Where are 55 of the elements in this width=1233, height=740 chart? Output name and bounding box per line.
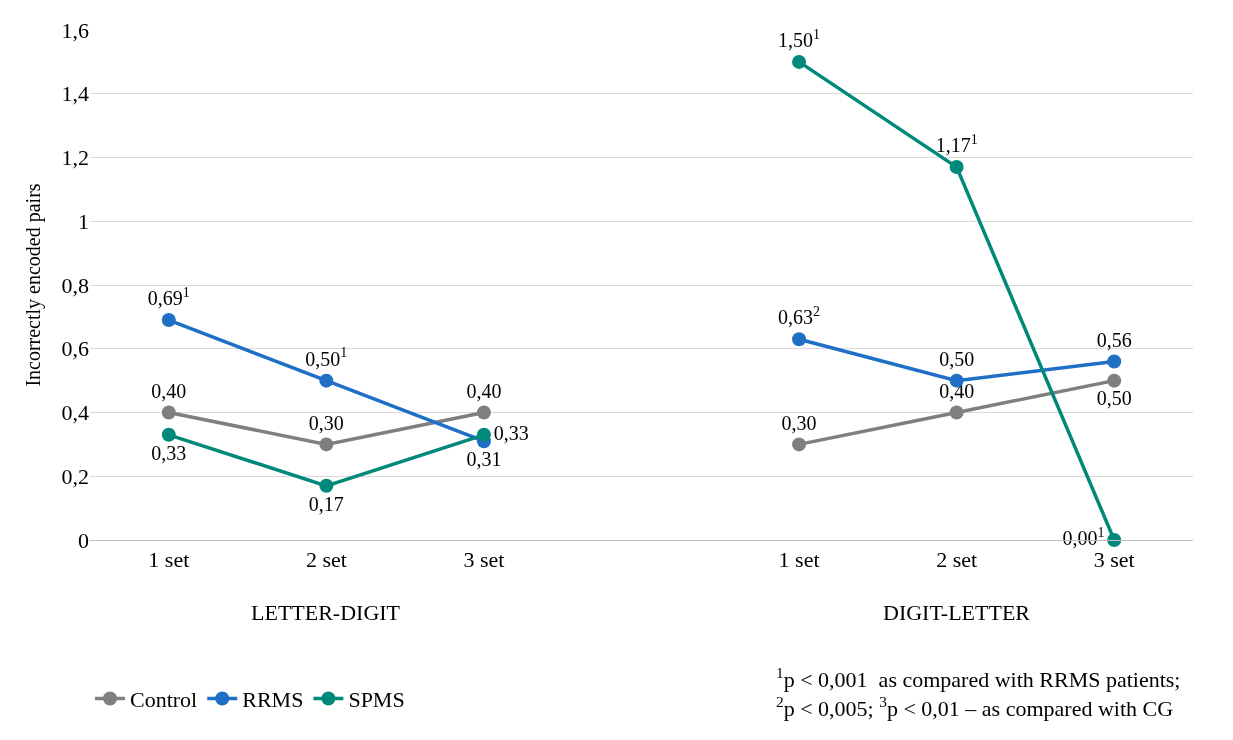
point bbox=[161, 313, 176, 328]
text: LETTER-DIGIT bbox=[251, 600, 401, 625]
y-tick-label: 0 bbox=[78, 527, 89, 553]
data-label: 1,50$^{1}$ bbox=[778, 26, 821, 52]
y-tick-label: 1 bbox=[78, 208, 89, 234]
data-label: 0,40 bbox=[466, 379, 502, 402]
y-axis-title: Incorrectly encoded pairs bbox=[22, 183, 45, 387]
point bbox=[792, 437, 807, 452]
x-tick-label: 3 set bbox=[463, 547, 505, 573]
point bbox=[476, 405, 491, 420]
point bbox=[949, 405, 964, 420]
x-tick-label: 1 set bbox=[778, 547, 820, 573]
point bbox=[792, 54, 807, 69]
y-tick-label: 0,6 bbox=[61, 336, 89, 362]
text: DIGIT-LETTER bbox=[883, 600, 1031, 625]
point bbox=[476, 427, 491, 442]
x-tick-label: 1 set bbox=[148, 547, 190, 573]
y-tick-label: 0,4 bbox=[61, 400, 89, 426]
data-label: 0,33 bbox=[151, 441, 187, 464]
data-label: 0,50 bbox=[1096, 387, 1132, 410]
y-tick-label: 1,4 bbox=[61, 81, 89, 107]
data-label: 0,30 bbox=[781, 411, 817, 434]
x-tick-label: 3 set bbox=[1093, 547, 1135, 573]
x-tick-label: 2 set bbox=[936, 547, 978, 573]
text: $^{1}$p < 0,001 as compared with RRMS patients; $^{2}$p < 0,005; $^{3}$p < 0,01 – as compared with CG bbox=[776, 664, 1181, 721]
point bbox=[161, 405, 176, 420]
point bbox=[1107, 533, 1122, 547]
legend-label: Control bbox=[130, 687, 198, 713]
point bbox=[319, 437, 334, 452]
data-label: 0,40 bbox=[151, 379, 187, 402]
y-tick-label: 1,6 bbox=[61, 17, 89, 43]
data-label: 0,31 bbox=[466, 447, 502, 470]
point bbox=[1107, 373, 1122, 388]
data-label: 0,17 bbox=[308, 492, 344, 515]
x-tick-label: 2 set bbox=[305, 547, 347, 573]
data-label: 0,40 bbox=[939, 379, 975, 402]
data-label: 0,63$^{2}$ bbox=[778, 304, 821, 329]
data-label: 0,50 bbox=[939, 347, 975, 370]
point bbox=[319, 373, 334, 388]
point bbox=[161, 427, 176, 442]
y-tick-label: 0,2 bbox=[61, 463, 89, 489]
point bbox=[319, 478, 334, 493]
data-label: 0,33 bbox=[493, 421, 529, 444]
data-label: 0,56 bbox=[1096, 328, 1132, 351]
legend-label: RRMS bbox=[242, 687, 304, 713]
data-label: 0,50$^{1}$ bbox=[305, 345, 348, 370]
data-label: 0,30 bbox=[308, 411, 344, 434]
point bbox=[1107, 354, 1122, 369]
data-label: 0,69$^{1}$ bbox=[147, 284, 190, 310]
point bbox=[949, 160, 964, 175]
data-label: 1,17$^{1}$ bbox=[935, 131, 978, 157]
point bbox=[792, 332, 807, 347]
y-tick-label: 1,2 bbox=[61, 145, 89, 171]
y-tick-label: 0,8 bbox=[61, 272, 89, 298]
legend-label: SPMS bbox=[348, 687, 405, 713]
